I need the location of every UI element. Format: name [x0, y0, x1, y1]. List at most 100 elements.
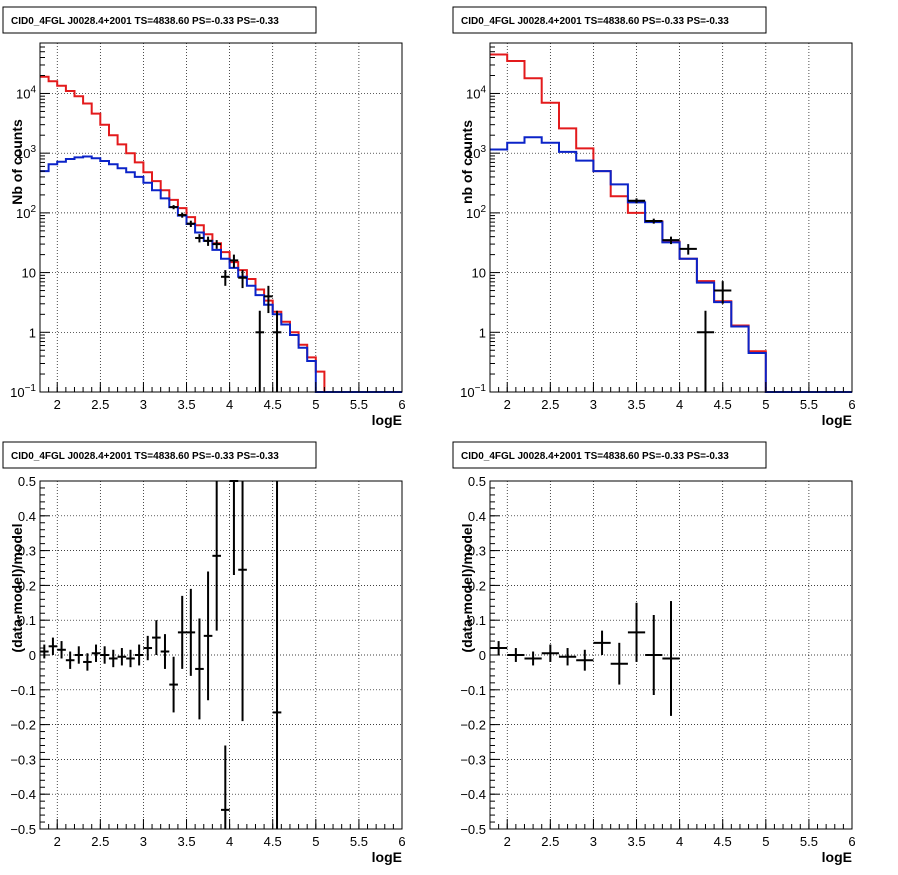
data-point	[186, 588, 196, 676]
data-points	[169, 205, 282, 392]
tick-exponent: 2	[30, 204, 36, 215]
x-axis-title: logE	[372, 412, 402, 428]
y-tick-label: 0	[29, 648, 36, 663]
series-line-blue	[40, 155, 402, 393]
x-tick-label: 6	[848, 834, 855, 849]
x-tick-label: 6	[398, 834, 405, 849]
data-point	[134, 644, 144, 666]
x-tick-label: 2.5	[91, 397, 109, 412]
x-tick-label: 4.5	[264, 834, 282, 849]
data-point	[186, 220, 196, 228]
data-point	[108, 649, 118, 668]
x-tick-label: 5	[312, 397, 319, 412]
data-point	[203, 236, 213, 246]
tick-base: 10	[466, 146, 480, 161]
grid	[40, 481, 402, 829]
x-tick-label: 4.5	[264, 397, 282, 412]
y-tick-label: −0.3	[460, 752, 486, 767]
data-point	[229, 254, 239, 268]
y-tick-label: 0.2	[18, 578, 36, 593]
x-tick-label: 5.5	[800, 397, 818, 412]
x-tick-label: 4	[676, 834, 683, 849]
data-points	[40, 480, 282, 829]
y-tick-label: −0.5	[460, 822, 486, 837]
x-axis: 2 2.5 3 3.5 4 4.5 5 5.5 6	[39, 382, 406, 412]
tick-exponent: 4	[30, 84, 36, 95]
data-point	[212, 481, 221, 631]
y-tick-label: 0.1	[18, 613, 36, 628]
y-tick-label: −0.2	[10, 718, 36, 733]
x-axis-title: logE	[822, 849, 852, 865]
data-point	[229, 480, 239, 575]
y-tick-label: −0.4	[10, 787, 36, 802]
x-tick-label: 2	[54, 834, 61, 849]
x-tick-label: 3	[590, 834, 597, 849]
data-point	[74, 646, 84, 664]
y-tick-label: 0	[479, 648, 486, 663]
y-tick-label: −0.5	[10, 822, 36, 837]
data-point	[593, 630, 611, 655]
x-tick-label: 5.5	[350, 834, 368, 849]
data-point	[40, 644, 49, 659]
data-point	[238, 481, 247, 722]
x-tick-label: 5.5	[350, 397, 368, 412]
data-point	[117, 648, 127, 666]
x-tick-label: 2.5	[91, 834, 109, 849]
x-tick-label: 3.5	[177, 397, 195, 412]
x-tick-label: 2	[504, 834, 511, 849]
panel-title-box	[2, 6, 317, 34]
tick-base: 10	[466, 86, 480, 101]
tick-base: 10	[16, 146, 30, 161]
y-tick-label: −0.1	[460, 683, 486, 698]
data-point	[255, 310, 265, 392]
plot-area	[39, 42, 403, 393]
data-point	[714, 281, 732, 304]
x-tick-label: 5	[312, 834, 319, 849]
x-tick-label: 3	[590, 397, 597, 412]
data-point	[662, 236, 680, 245]
data-point	[177, 595, 187, 669]
grid	[490, 43, 852, 392]
tick-exponent: −1	[475, 383, 487, 394]
data-point	[264, 285, 273, 314]
y-tick-label: 104	[16, 84, 36, 101]
y-tick-label: 1	[29, 325, 36, 340]
data-point	[152, 620, 161, 655]
y-tick-label: 1	[479, 325, 486, 340]
y-axis-title: Nb of counts	[9, 119, 25, 205]
x-axis: 2 2.5 3 3.5 4 4.5 5 5.5 6	[489, 819, 856, 849]
y-tick-label: −0.4	[460, 787, 486, 802]
data-point	[541, 644, 559, 662]
plot-frame	[39, 42, 403, 393]
y-tick-label: 10	[472, 266, 486, 281]
y-tick-label: 0.3	[18, 544, 36, 559]
y-tick-label: 0.5	[468, 474, 486, 489]
panel-title: CID0_4FGL J0028.4+2001 TS=4838.60 PS=-0.…	[11, 451, 279, 462]
y-axis-title: nb of counts	[459, 120, 475, 204]
x-axis: 2 2.5 3 3.5 4 4.5 5 5.5 6	[39, 819, 406, 849]
data-point	[83, 653, 92, 671]
x-tick-label: 3	[140, 834, 147, 849]
data-point	[57, 641, 66, 659]
grid	[40, 43, 402, 392]
y-tick-label: 0.4	[18, 509, 36, 524]
panel-title-box	[452, 441, 767, 469]
tick-base: 10	[16, 86, 30, 101]
tick-exponent: 3	[30, 144, 36, 155]
data-point	[558, 648, 577, 666]
data-points	[627, 198, 732, 392]
panel-residual-left: CID0_4FGL J0028.4+2001 TS=4838.60 PS=-0.…	[2, 441, 406, 865]
data-point	[627, 602, 646, 662]
y-tick-label: 10−1	[10, 383, 36, 400]
x-tick-label: 4	[226, 834, 233, 849]
series-line-red	[490, 53, 852, 393]
x-tick-label: 4	[226, 397, 233, 412]
y-tick-label: 103	[16, 144, 36, 161]
x-tick-label: 2	[54, 397, 61, 412]
x-tick-label: 2	[504, 397, 511, 412]
x-tick-label: 5	[762, 397, 769, 412]
tick-exponent: 2	[480, 204, 486, 215]
x-tick-label: 3.5	[177, 834, 195, 849]
